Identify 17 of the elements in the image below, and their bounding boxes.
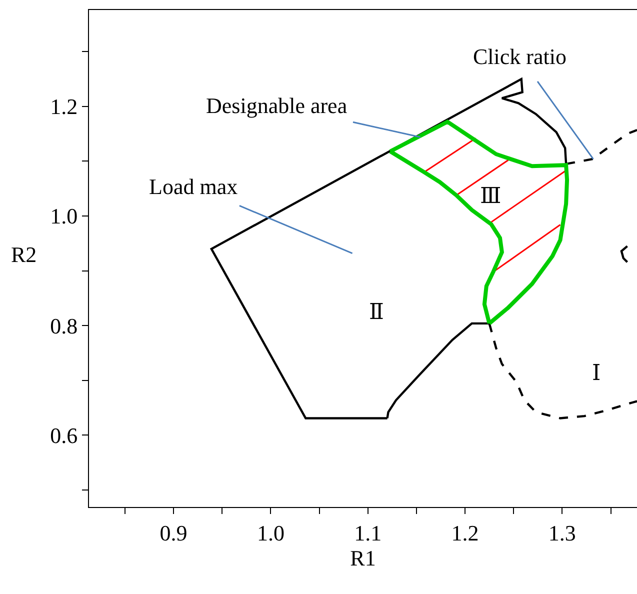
y-tick-label: 1.0 (50, 204, 78, 229)
y-axis-title: R2 (11, 242, 37, 267)
x-tick-label: 1.3 (548, 520, 576, 546)
annotation: Ⅱ (369, 299, 384, 324)
annotation: Ⅲ (480, 183, 502, 208)
x-tick-label: 1.1 (354, 520, 382, 546)
annotation: Click ratio (473, 44, 566, 69)
x-tick-label: 1.0 (256, 520, 284, 546)
annotation: Ⅰ (592, 360, 601, 385)
x-tick-label: 1.2 (451, 520, 479, 546)
y-tick-label: 0.6 (50, 422, 78, 448)
x-tick-label: 0.9 (160, 520, 188, 546)
x-axis-title: R1 (350, 545, 376, 570)
annotation: Load max (149, 174, 238, 199)
annotation: Designable area (206, 93, 348, 118)
y-tick-label: 1.2 (50, 94, 78, 120)
y-tick-label: 0.8 (50, 313, 78, 338)
